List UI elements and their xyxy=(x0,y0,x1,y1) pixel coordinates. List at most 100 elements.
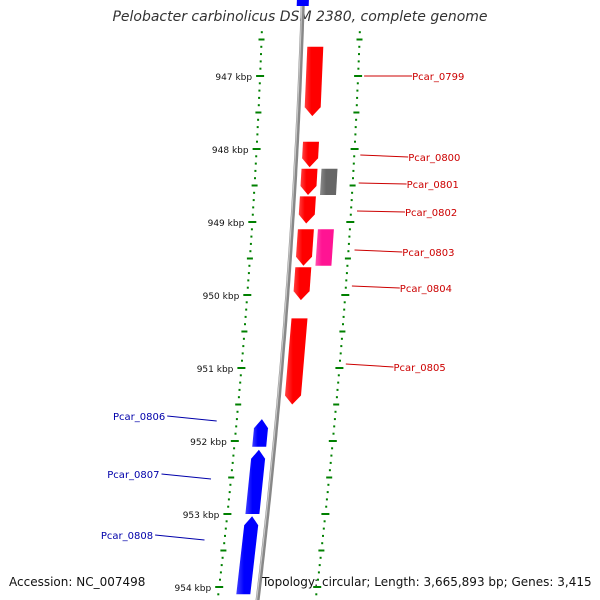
scale-label: 952 kbp xyxy=(190,438,227,448)
scale-label: 950 kbp xyxy=(203,292,240,302)
inner-scale-tick xyxy=(246,286,249,289)
inner-scale-tick xyxy=(232,454,235,457)
inner-scale-tick xyxy=(241,359,243,362)
gene-layer xyxy=(236,0,338,595)
inner-scale-tick xyxy=(252,148,261,150)
outer-scale-tick xyxy=(317,571,320,574)
outer-scale-tick xyxy=(348,235,351,238)
outer-scale-tick xyxy=(352,162,355,165)
inner-scale-tick xyxy=(243,294,252,296)
outer-scale-tick xyxy=(337,381,340,384)
gene-pcar-0807 xyxy=(245,449,266,514)
scale-label: 953 kbp xyxy=(183,511,220,521)
outer-scale-tick xyxy=(350,148,359,150)
inner-scale-tick xyxy=(244,323,246,326)
outer-scale-tick xyxy=(328,440,337,442)
outer-scale-tick xyxy=(346,264,349,267)
outer-scale-tick xyxy=(352,169,355,172)
inner-scale-tick xyxy=(257,118,260,121)
outer-scale-tick xyxy=(354,133,357,136)
inner-scale-tick xyxy=(250,235,253,238)
inner-scale-tick xyxy=(229,483,232,486)
outer-scale-tick xyxy=(343,308,346,311)
outer-scale-tick xyxy=(356,82,359,85)
leader-line xyxy=(351,285,400,289)
inner-scale-tick xyxy=(224,534,226,537)
inner-scale-tick xyxy=(252,206,255,209)
inner-scale-tick xyxy=(246,257,253,260)
outer-scale-tick xyxy=(345,279,348,282)
gene-label: Pcar_0806 xyxy=(113,412,165,423)
gene-label: Pcar_0800 xyxy=(408,153,460,164)
inner-scale-tick xyxy=(217,593,220,596)
inner-scale-tick xyxy=(259,67,262,70)
outer-scale-tick xyxy=(344,257,351,260)
outer-scale-tick xyxy=(321,513,330,515)
outer-scale-tick xyxy=(334,410,337,413)
inner-scale-tick xyxy=(215,586,224,588)
leader-line xyxy=(161,473,212,480)
gene-pcar-0801 xyxy=(300,168,318,195)
outer-scale-tick xyxy=(354,140,356,143)
inner-scale-tick xyxy=(235,425,238,428)
gene-label: Pcar_0803 xyxy=(402,248,454,259)
gene-pcar-0802 xyxy=(298,196,316,224)
outer-scale-tick xyxy=(319,556,322,559)
gene-label: Pcar_0808 xyxy=(101,531,153,542)
gene-label: Pcar_0805 xyxy=(394,363,446,374)
outer-scale-tick xyxy=(349,184,356,187)
outer-scale-tick xyxy=(326,476,333,479)
map-title: Pelobacter carbinolicus DSM 2380, comple… xyxy=(112,9,488,25)
tick-layer xyxy=(215,31,363,596)
inner-scale-tick xyxy=(239,374,242,377)
leader-line xyxy=(345,363,394,368)
inner-scale-tick xyxy=(258,38,265,41)
outer-scale-tick xyxy=(333,403,340,406)
inner-scale-tick xyxy=(254,177,256,180)
inner-scale-tick xyxy=(249,242,252,245)
outer-scale-tick xyxy=(358,31,361,34)
inner-scale-tick xyxy=(256,140,258,143)
outer-scale-tick xyxy=(327,483,330,486)
accession-text: Accession: NC_007498 xyxy=(9,575,146,589)
inner-scale-tick xyxy=(245,301,248,304)
gene-pcar-0799 xyxy=(304,46,324,117)
inner-scale-tick xyxy=(237,367,246,369)
gene-pcar-0808 xyxy=(236,516,259,595)
inner-scale-tick xyxy=(258,82,261,85)
inner-scale-tick xyxy=(256,133,259,136)
inner-scale-tick xyxy=(235,403,242,406)
gene-pcar-0801-pseudo xyxy=(320,168,338,195)
outer-scale-tick xyxy=(326,491,329,494)
genome-backbone xyxy=(255,0,305,600)
inner-scale-tick xyxy=(224,527,227,530)
outer-scale-tick xyxy=(353,155,356,158)
inner-scale-tick xyxy=(254,169,257,172)
scale-label: 948 kbp xyxy=(212,146,249,156)
outer-scale-tick xyxy=(355,118,358,121)
inner-scale-tick xyxy=(223,542,226,545)
leader-line xyxy=(354,249,403,253)
outer-scale-tick xyxy=(356,96,359,99)
inner-scale-tick xyxy=(234,432,237,435)
leader-line xyxy=(167,415,217,422)
outer-scale-tick xyxy=(336,388,339,391)
outer-scale-tick xyxy=(325,505,328,508)
inner-scale-tick xyxy=(231,461,234,464)
scale-layer: 947 kbp 948 kbp 949 kbp 950 kbp 951 kbp 952 k… xyxy=(175,73,253,594)
inner-scale-tick xyxy=(230,440,239,442)
outer-scale-tick xyxy=(329,461,332,464)
outer-scale-tick xyxy=(357,67,360,70)
outer-scale-tick xyxy=(355,104,358,107)
leader-line xyxy=(360,154,409,158)
inner-scale-tick xyxy=(247,279,250,282)
outer-scale-tick xyxy=(358,53,360,56)
outer-scale-tick xyxy=(358,45,361,48)
outer-scale-tick xyxy=(351,191,354,194)
outer-scale-tick xyxy=(337,374,340,377)
inner-scale-tick xyxy=(258,89,261,92)
gene-pcar-0806 xyxy=(252,419,268,447)
outer-scale-tick xyxy=(333,418,336,421)
